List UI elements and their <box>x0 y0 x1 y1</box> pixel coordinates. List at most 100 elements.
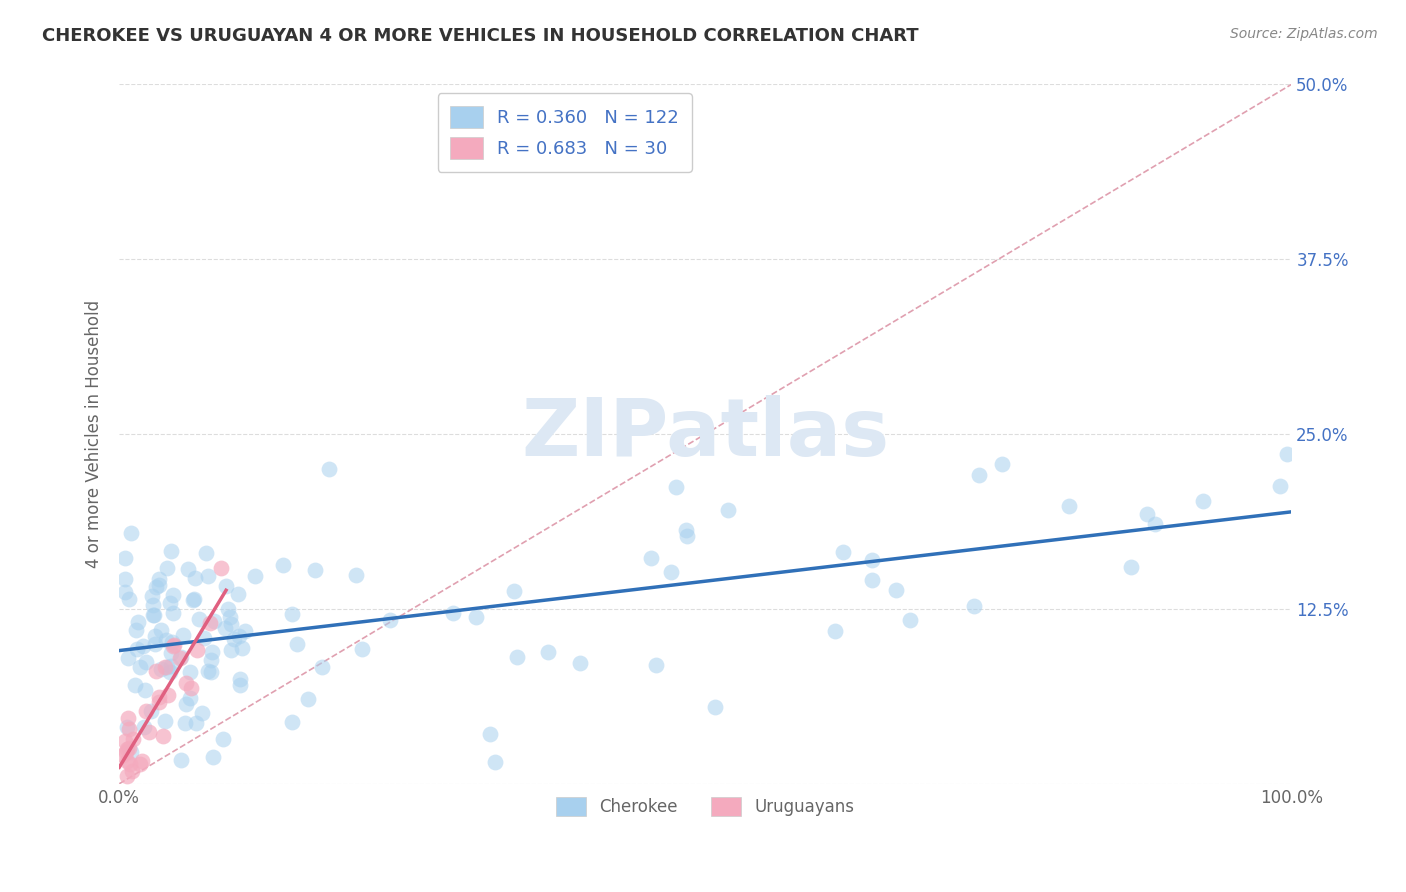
Cherokee <box>155 632 177 647</box>
Uruguayans <box>115 741 138 756</box>
Cherokee <box>285 637 308 651</box>
Cherokee <box>142 598 165 612</box>
Cherokee <box>142 608 165 623</box>
Cherokee <box>967 468 990 483</box>
Cherokee <box>114 550 136 565</box>
Cherokee <box>162 588 184 602</box>
Cherokee <box>201 645 224 659</box>
Cherokee <box>184 571 207 585</box>
Cherokee <box>124 623 146 637</box>
Cherokee <box>114 584 136 599</box>
Uruguayans <box>145 664 167 678</box>
Uruguayans <box>138 724 160 739</box>
Cherokee <box>862 552 884 566</box>
Cherokee <box>197 569 219 583</box>
Uruguayans <box>111 748 134 763</box>
Cherokee <box>1275 447 1298 461</box>
Uruguayans <box>169 651 191 665</box>
Cherokee <box>1143 517 1166 532</box>
Uruguayans <box>174 675 197 690</box>
Cherokee <box>484 755 506 769</box>
Cherokee <box>193 632 215 646</box>
Cherokee <box>194 545 217 559</box>
Cherokee <box>143 607 166 622</box>
Cherokee <box>243 569 266 583</box>
Cherokee <box>898 613 921 627</box>
Cherokee <box>120 745 142 759</box>
Cherokee <box>352 641 374 656</box>
Cherokee <box>170 753 193 767</box>
Cherokee <box>127 615 149 630</box>
Cherokee <box>214 621 236 635</box>
Cherokee <box>675 523 697 537</box>
Uruguayans <box>115 745 138 759</box>
Cherokee <box>644 658 666 673</box>
Cherokee <box>127 641 149 656</box>
Cherokee <box>281 714 304 729</box>
Cherokee <box>318 462 340 476</box>
Cherokee <box>219 643 242 657</box>
Uruguayans <box>200 616 222 631</box>
Cherokee <box>177 562 200 576</box>
Cherokee <box>173 715 195 730</box>
Cherokee <box>1191 493 1213 508</box>
Uruguayans <box>121 731 143 746</box>
Cherokee <box>155 714 177 728</box>
Cherokee <box>478 726 501 740</box>
Cherokee <box>222 632 245 647</box>
Cherokee <box>120 525 142 540</box>
Cherokee <box>665 480 688 494</box>
Cherokee <box>183 591 205 606</box>
Y-axis label: 4 or more Vehicles in Household: 4 or more Vehicles in Household <box>86 300 103 568</box>
Cherokee <box>156 561 179 575</box>
Cherokee <box>311 660 333 674</box>
Cherokee <box>202 614 225 628</box>
Text: ZIPatlas: ZIPatlas <box>522 395 890 473</box>
Cherokee <box>304 563 326 577</box>
Cherokee <box>160 635 183 649</box>
Cherokee <box>963 599 986 613</box>
Cherokee <box>132 720 155 734</box>
Cherokee <box>229 672 252 686</box>
Cherokee <box>201 749 224 764</box>
Cherokee <box>172 628 194 642</box>
Cherokee <box>160 658 183 673</box>
Cherokee <box>184 716 207 731</box>
Cherokee <box>114 572 136 586</box>
Cherokee <box>1119 559 1142 574</box>
Cherokee <box>141 589 163 603</box>
Uruguayans <box>155 660 177 674</box>
Cherokee <box>441 606 464 620</box>
Cherokee <box>218 609 240 624</box>
Cherokee <box>215 579 238 593</box>
Uruguayans <box>180 681 202 695</box>
Cherokee <box>297 692 319 706</box>
Cherokee <box>150 662 173 676</box>
Cherokee <box>659 565 682 579</box>
Cherokee <box>145 581 167 595</box>
Uruguayans <box>115 754 138 768</box>
Cherokee <box>676 529 699 543</box>
Uruguayans <box>115 769 138 783</box>
Cherokee <box>378 613 401 627</box>
Cherokee <box>135 655 157 669</box>
Cherokee <box>179 691 201 706</box>
Legend: Cherokee, Uruguayans: Cherokee, Uruguayans <box>548 789 863 824</box>
Cherokee <box>148 577 170 591</box>
Uruguayans <box>131 754 153 768</box>
Cherokee <box>233 624 256 638</box>
Text: CHEROKEE VS URUGUAYAN 4 OR MORE VEHICLES IN HOUSEHOLD CORRELATION CHART: CHEROKEE VS URUGUAYAN 4 OR MORE VEHICLES… <box>42 27 918 45</box>
Cherokee <box>273 558 295 573</box>
Cherokee <box>860 573 883 587</box>
Uruguayans <box>129 757 152 772</box>
Cherokee <box>139 705 162 719</box>
Cherokee <box>124 678 146 692</box>
Uruguayans <box>114 734 136 748</box>
Cherokee <box>503 583 526 598</box>
Cherokee <box>160 647 183 661</box>
Cherokee <box>162 606 184 620</box>
Cherokee <box>191 706 214 721</box>
Cherokee <box>228 587 250 601</box>
Cherokee <box>228 629 250 643</box>
Cherokee <box>831 545 853 559</box>
